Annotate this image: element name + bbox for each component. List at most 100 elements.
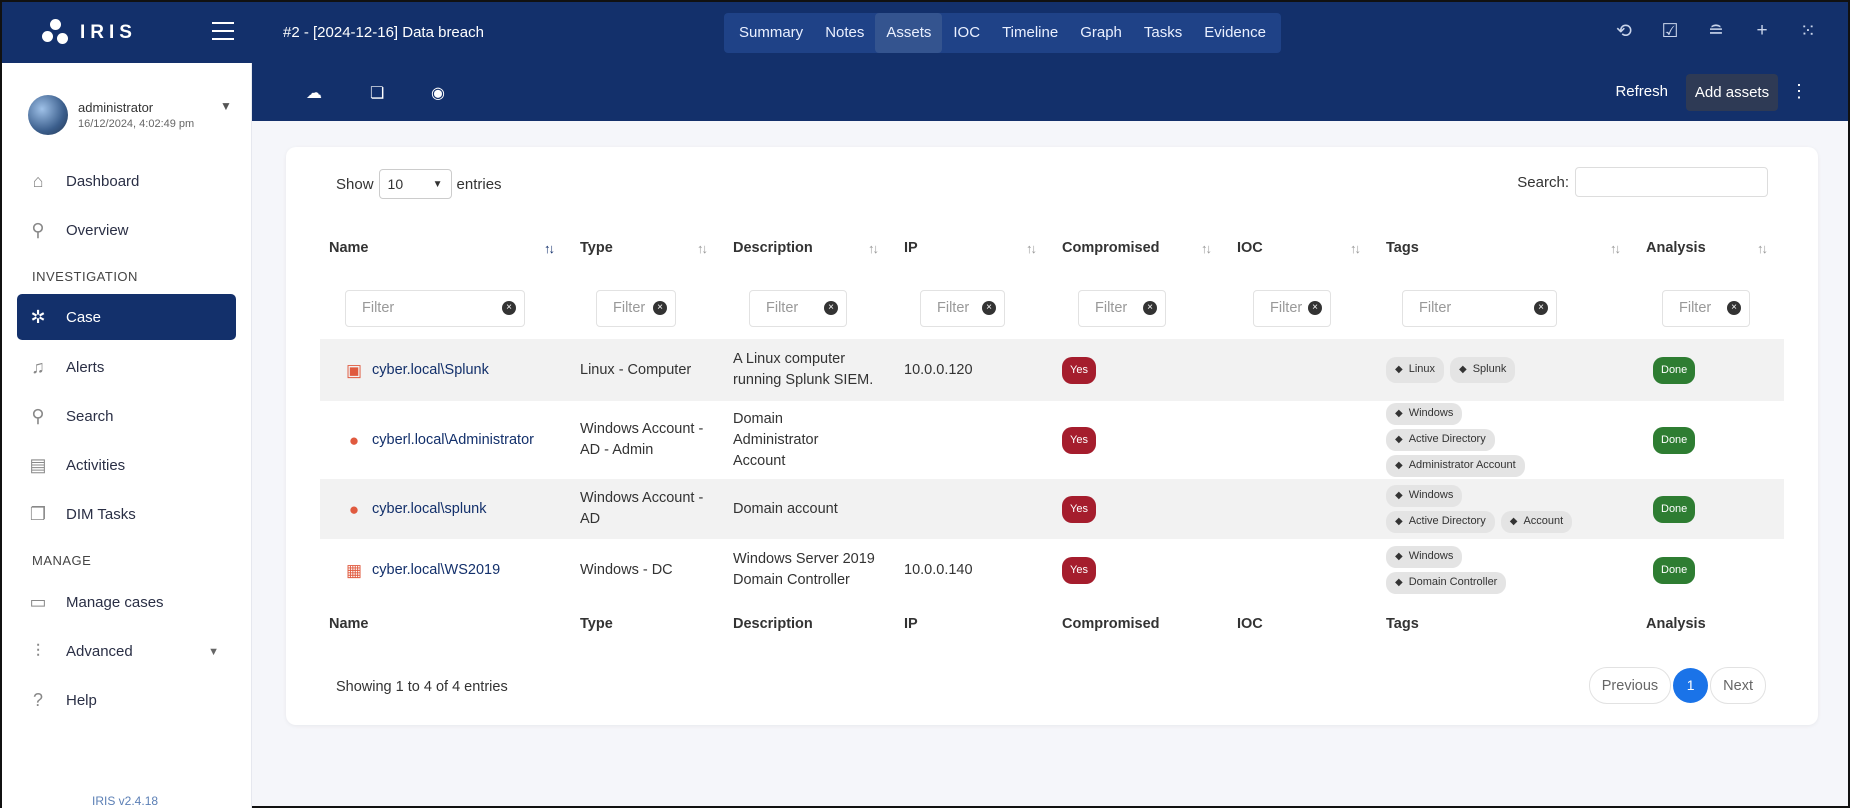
table-row[interactable]: ● cyber.local\splunk Windows Account - AD…	[320, 479, 1784, 539]
column-header-analysis[interactable]: Analysis ↑↓	[1637, 219, 1784, 277]
sidebar-item-case[interactable]: ✲ Case	[17, 294, 236, 340]
sidebar-item-help[interactable]: ? Help	[2, 676, 251, 725]
tab-notes[interactable]: Notes	[825, 24, 865, 41]
copy-icon[interactable]: ❏	[370, 85, 385, 102]
clear-filter-icon[interactable]: ×	[502, 301, 516, 315]
tab-ioc[interactable]: IOC	[953, 24, 981, 41]
tab-tasks[interactable]: Tasks	[1143, 24, 1183, 41]
column-header-description[interactable]: Description ↑↓	[724, 219, 895, 277]
next-page-button[interactable]: Next	[1710, 667, 1766, 704]
sidebar-item-advanced[interactable]: ⫶ Advanced ▼	[2, 627, 251, 676]
sliders-icon: ⫶	[35, 641, 41, 661]
column-header-ioc[interactable]: IOC ↑↓	[1228, 219, 1377, 277]
iris-logo-icon	[42, 18, 70, 47]
entries-length-control: Show 10 ▼ entries	[336, 169, 502, 199]
sidebar-item-activities[interactable]: ▤ Activities	[2, 441, 251, 490]
column-header-name[interactable]: Name ↑↓	[320, 219, 571, 277]
apps-grid-icon[interactable]: ⁙	[1800, 21, 1816, 42]
filter-name-input[interactable]: Filter ×	[345, 289, 525, 327]
caret-down-icon: ▼	[208, 645, 219, 658]
database-icon[interactable]: ≘	[1708, 21, 1724, 42]
filter-tags-input[interactable]: Filter ×	[1402, 289, 1557, 327]
chevron-down-icon: ▼	[432, 178, 443, 190]
sort-icon: ↑↓	[1757, 241, 1768, 256]
asset-link[interactable]: ● cyberl.local\Administrator	[344, 430, 571, 451]
filter-type-input[interactable]: Filter ×	[596, 289, 676, 327]
search-input[interactable]	[1575, 167, 1768, 197]
tag-icon: ◆	[1395, 577, 1403, 588]
sidebar-item-dim-tasks[interactable]: ❐ DIM Tasks	[2, 490, 251, 539]
eye-slash-icon[interactable]: ◉	[431, 85, 445, 102]
filter-ioc-input[interactable]: Filter ×	[1253, 289, 1331, 327]
tab-timeline[interactable]: Timeline	[1002, 24, 1059, 41]
column-header-compromised[interactable]: Compromised ↑↓	[1053, 219, 1228, 277]
filter-analysis-input[interactable]: Filter ×	[1662, 289, 1750, 327]
menu-toggle-icon[interactable]	[212, 22, 234, 46]
footer-header-description: Description	[733, 616, 813, 632]
add-assets-button[interactable]: Add assets	[1686, 74, 1778, 111]
asset-link[interactable]: ▦ cyber.local\WS2019	[344, 560, 571, 581]
tab-summary[interactable]: Summary	[739, 24, 804, 41]
network-icon: ✲	[30, 306, 46, 327]
tab-evidence[interactable]: Evidence	[1204, 24, 1266, 41]
clear-filter-icon[interactable]: ×	[1727, 301, 1741, 315]
clear-filter-icon[interactable]: ×	[982, 301, 996, 315]
overview-icon: ⚲	[31, 220, 45, 240]
clear-filter-icon[interactable]: ×	[824, 301, 838, 315]
user-date: 16/12/2024, 4:02:49 pm	[78, 118, 195, 130]
user-menu[interactable]: administrator 16/12/2024, 4:02:49 pm ▼	[2, 63, 251, 145]
sidebar-item-label: Search	[66, 408, 114, 425]
analysis-badge: Done	[1653, 426, 1696, 454]
clear-filter-icon[interactable]: ×	[1308, 301, 1322, 315]
column-header-ip[interactable]: IP ↑↓	[895, 219, 1053, 277]
footer-header-ip: IP	[904, 616, 918, 632]
tag: ◆ Windows	[1386, 546, 1463, 568]
refresh-button[interactable]: Refresh	[1615, 83, 1668, 100]
table-row[interactable]: ● cyberl.local\Administrator Windows Acco…	[320, 401, 1784, 479]
entries-select[interactable]: 10 ▼	[378, 169, 452, 199]
sidebar-item-overview[interactable]: ⚲ Overview	[2, 206, 251, 255]
tab-graph[interactable]: Graph	[1080, 24, 1122, 41]
asset-name: cyberl.local\Administrator	[372, 431, 534, 448]
sidebar-item-search[interactable]: ⚲ Search	[2, 392, 251, 441]
page-1-button[interactable]: 1	[1673, 668, 1709, 703]
help-icon: ?	[32, 690, 43, 710]
tag: ◆ Windows	[1386, 485, 1463, 507]
tag-icon: ◆	[1395, 490, 1403, 501]
column-header-tags[interactable]: Tags ↑↓	[1377, 219, 1637, 277]
plus-icon[interactable]: +	[1756, 20, 1768, 41]
asset-link[interactable]: ● cyber.local\splunk	[344, 499, 571, 520]
sidebar-item-alerts[interactable]: ♫ Alerts	[2, 343, 251, 392]
filter-placeholder: Filter	[766, 300, 799, 316]
table-row[interactable]: ▦ cyber.local\WS2019 Windows - DC Windows…	[320, 539, 1784, 601]
asset-name: cyber.local\WS2019	[372, 561, 501, 578]
tab-assets[interactable]: Assets	[875, 13, 943, 53]
sync-icon[interactable]: ⟲	[1616, 21, 1632, 42]
more-options-icon[interactable]: ⋮	[1790, 81, 1808, 101]
analysis-badge: Done	[1653, 556, 1696, 584]
cloud-download-icon[interactable]: ☁	[306, 85, 322, 102]
caret-down-icon[interactable]: ▼	[220, 99, 232, 113]
filter-description-input[interactable]: Filter ×	[749, 289, 847, 327]
tag-icon: ◆	[1395, 516, 1403, 527]
clear-filter-icon[interactable]: ×	[653, 301, 667, 315]
tag: ◆ Splunk	[1450, 357, 1516, 383]
filter-compromised-input[interactable]: Filter ×	[1078, 289, 1166, 327]
sidebar-item-manage-cases[interactable]: ▭ Manage cases	[2, 578, 251, 627]
checkbox-icon[interactable]: ☑	[1661, 21, 1679, 42]
tag: ◆ Active Directory	[1386, 429, 1495, 451]
table-row[interactable]: ▣ cyber.local\Splunk Linux - Computer A L…	[320, 339, 1784, 401]
clear-filter-icon[interactable]: ×	[1143, 301, 1157, 315]
user-name: administrator	[78, 100, 154, 115]
previous-page-button[interactable]: Previous	[1588, 667, 1672, 704]
asset-link[interactable]: ▣ cyber.local\Splunk	[344, 360, 571, 381]
tag-label: Windows	[1408, 550, 1454, 562]
top-navbar: IRIS #2 - [2024-12-16] Data breach Summa…	[2, 2, 1848, 63]
clear-filter-icon[interactable]: ×	[1534, 301, 1548, 315]
sidebar-item-dashboard[interactable]: ⌂ Dashboard	[2, 157, 251, 206]
column-header-type[interactable]: Type ↑↓	[571, 219, 724, 277]
assets-table: Name ↑↓ Type ↑↓ Description ↑↓ IP ↑↓ Comprom…	[320, 219, 1784, 647]
filter-ip-input[interactable]: Filter ×	[920, 289, 1005, 327]
logo[interactable]: IRIS	[2, 2, 252, 63]
asset-ioc	[1228, 401, 1377, 479]
